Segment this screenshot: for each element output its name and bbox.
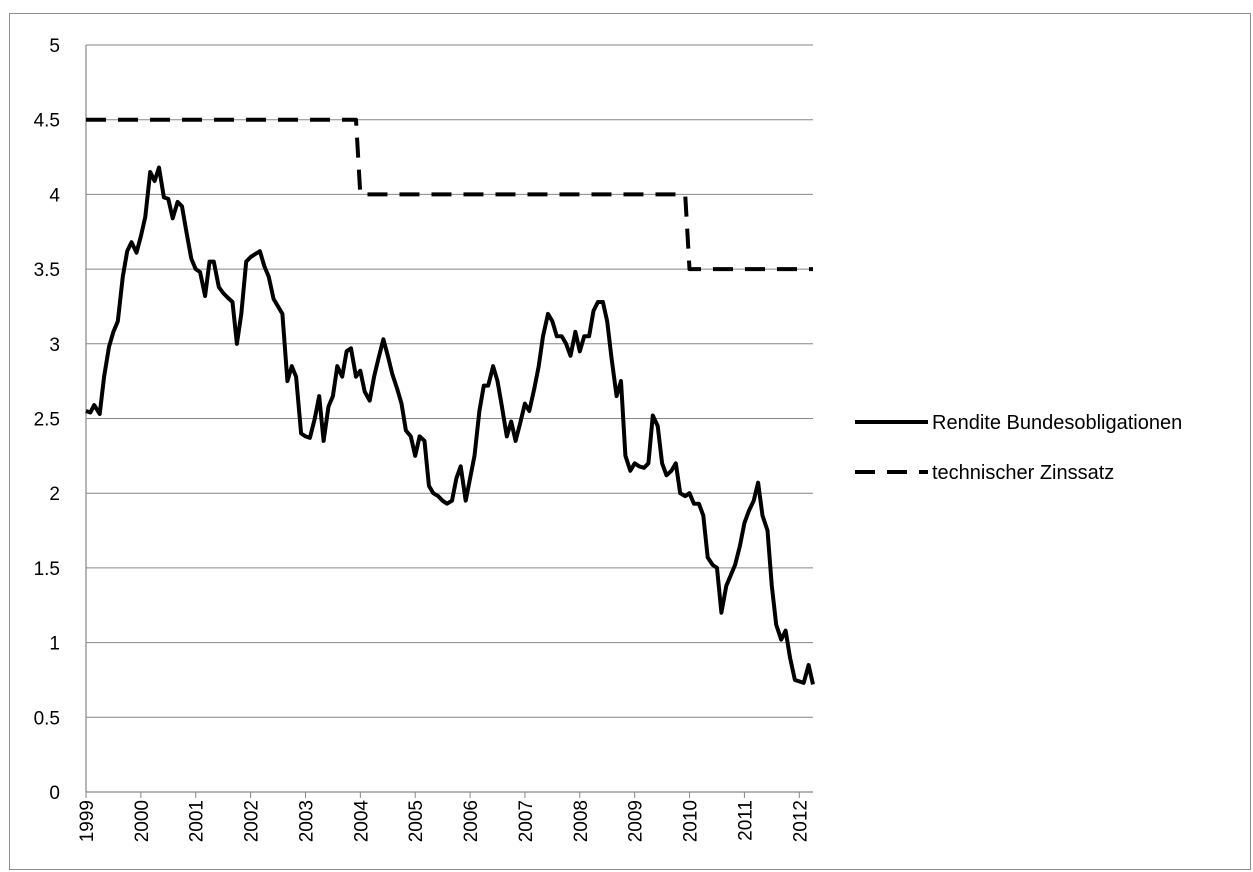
x-tick-label: 2006 (461, 800, 482, 842)
y-tick-label: 4.5 (34, 111, 60, 132)
x-tick-label: 2008 (571, 800, 592, 842)
x-tick-label: 2007 (516, 800, 537, 842)
chart-area (9, 13, 1251, 870)
x-tick-label: 2010 (681, 800, 702, 842)
x-tick-label: 2012 (790, 800, 811, 842)
series-line-rendite (85, 165, 815, 685)
x-tick-label: 2011 (735, 800, 756, 841)
x-tick-label: 2002 (242, 800, 263, 842)
x-tick-label: 2009 (626, 800, 647, 842)
y-tick-label: 1.5 (34, 559, 60, 580)
y-tick-labels: 0 0.5 1 1.5 2 2.5 3 3.5 4 4.5 5 (34, 36, 61, 804)
legend-label-rendite: Rendite Bundesobligationen (932, 412, 1182, 434)
axes (85, 45, 813, 793)
x-tick-labels: 1999 2000 2001 2002 2003 2004 2005 2006 2007 2008… (77, 792, 811, 842)
x-tick-label: 2004 (351, 800, 372, 843)
y-tick-label: 0.5 (34, 708, 60, 729)
gridlines (86, 44, 813, 718)
y-tick-label: 0 (49, 783, 60, 804)
legend-label-zinssatz: technischer Zinssatz (932, 462, 1114, 484)
y-tick-label: 1 (49, 634, 60, 655)
x-tick-label: 2003 (296, 800, 317, 842)
x-tick-label: 2005 (406, 800, 427, 842)
x-tick-label: 2000 (132, 800, 153, 842)
y-tick-label: 5 (49, 36, 60, 57)
y-tick-label: 3.5 (34, 260, 60, 281)
x-tick-label: 2001 (187, 800, 208, 842)
legend-item-zinssatz: technischer Zinssatz (855, 462, 1114, 484)
x-tick-label: 1999 (77, 800, 98, 842)
y-tick-label: 2.5 (34, 410, 60, 431)
series-line-zinssatz (86, 117, 813, 272)
legend: Rendite Bundesobligationen technischer Z… (855, 412, 1182, 484)
legend-item-rendite: Rendite Bundesobligationen (855, 412, 1182, 434)
series-lines (85, 117, 815, 685)
y-tick-label: 3 (49, 335, 60, 356)
y-tick-label: 2 (49, 484, 60, 505)
y-tick-label: 4 (49, 185, 60, 206)
